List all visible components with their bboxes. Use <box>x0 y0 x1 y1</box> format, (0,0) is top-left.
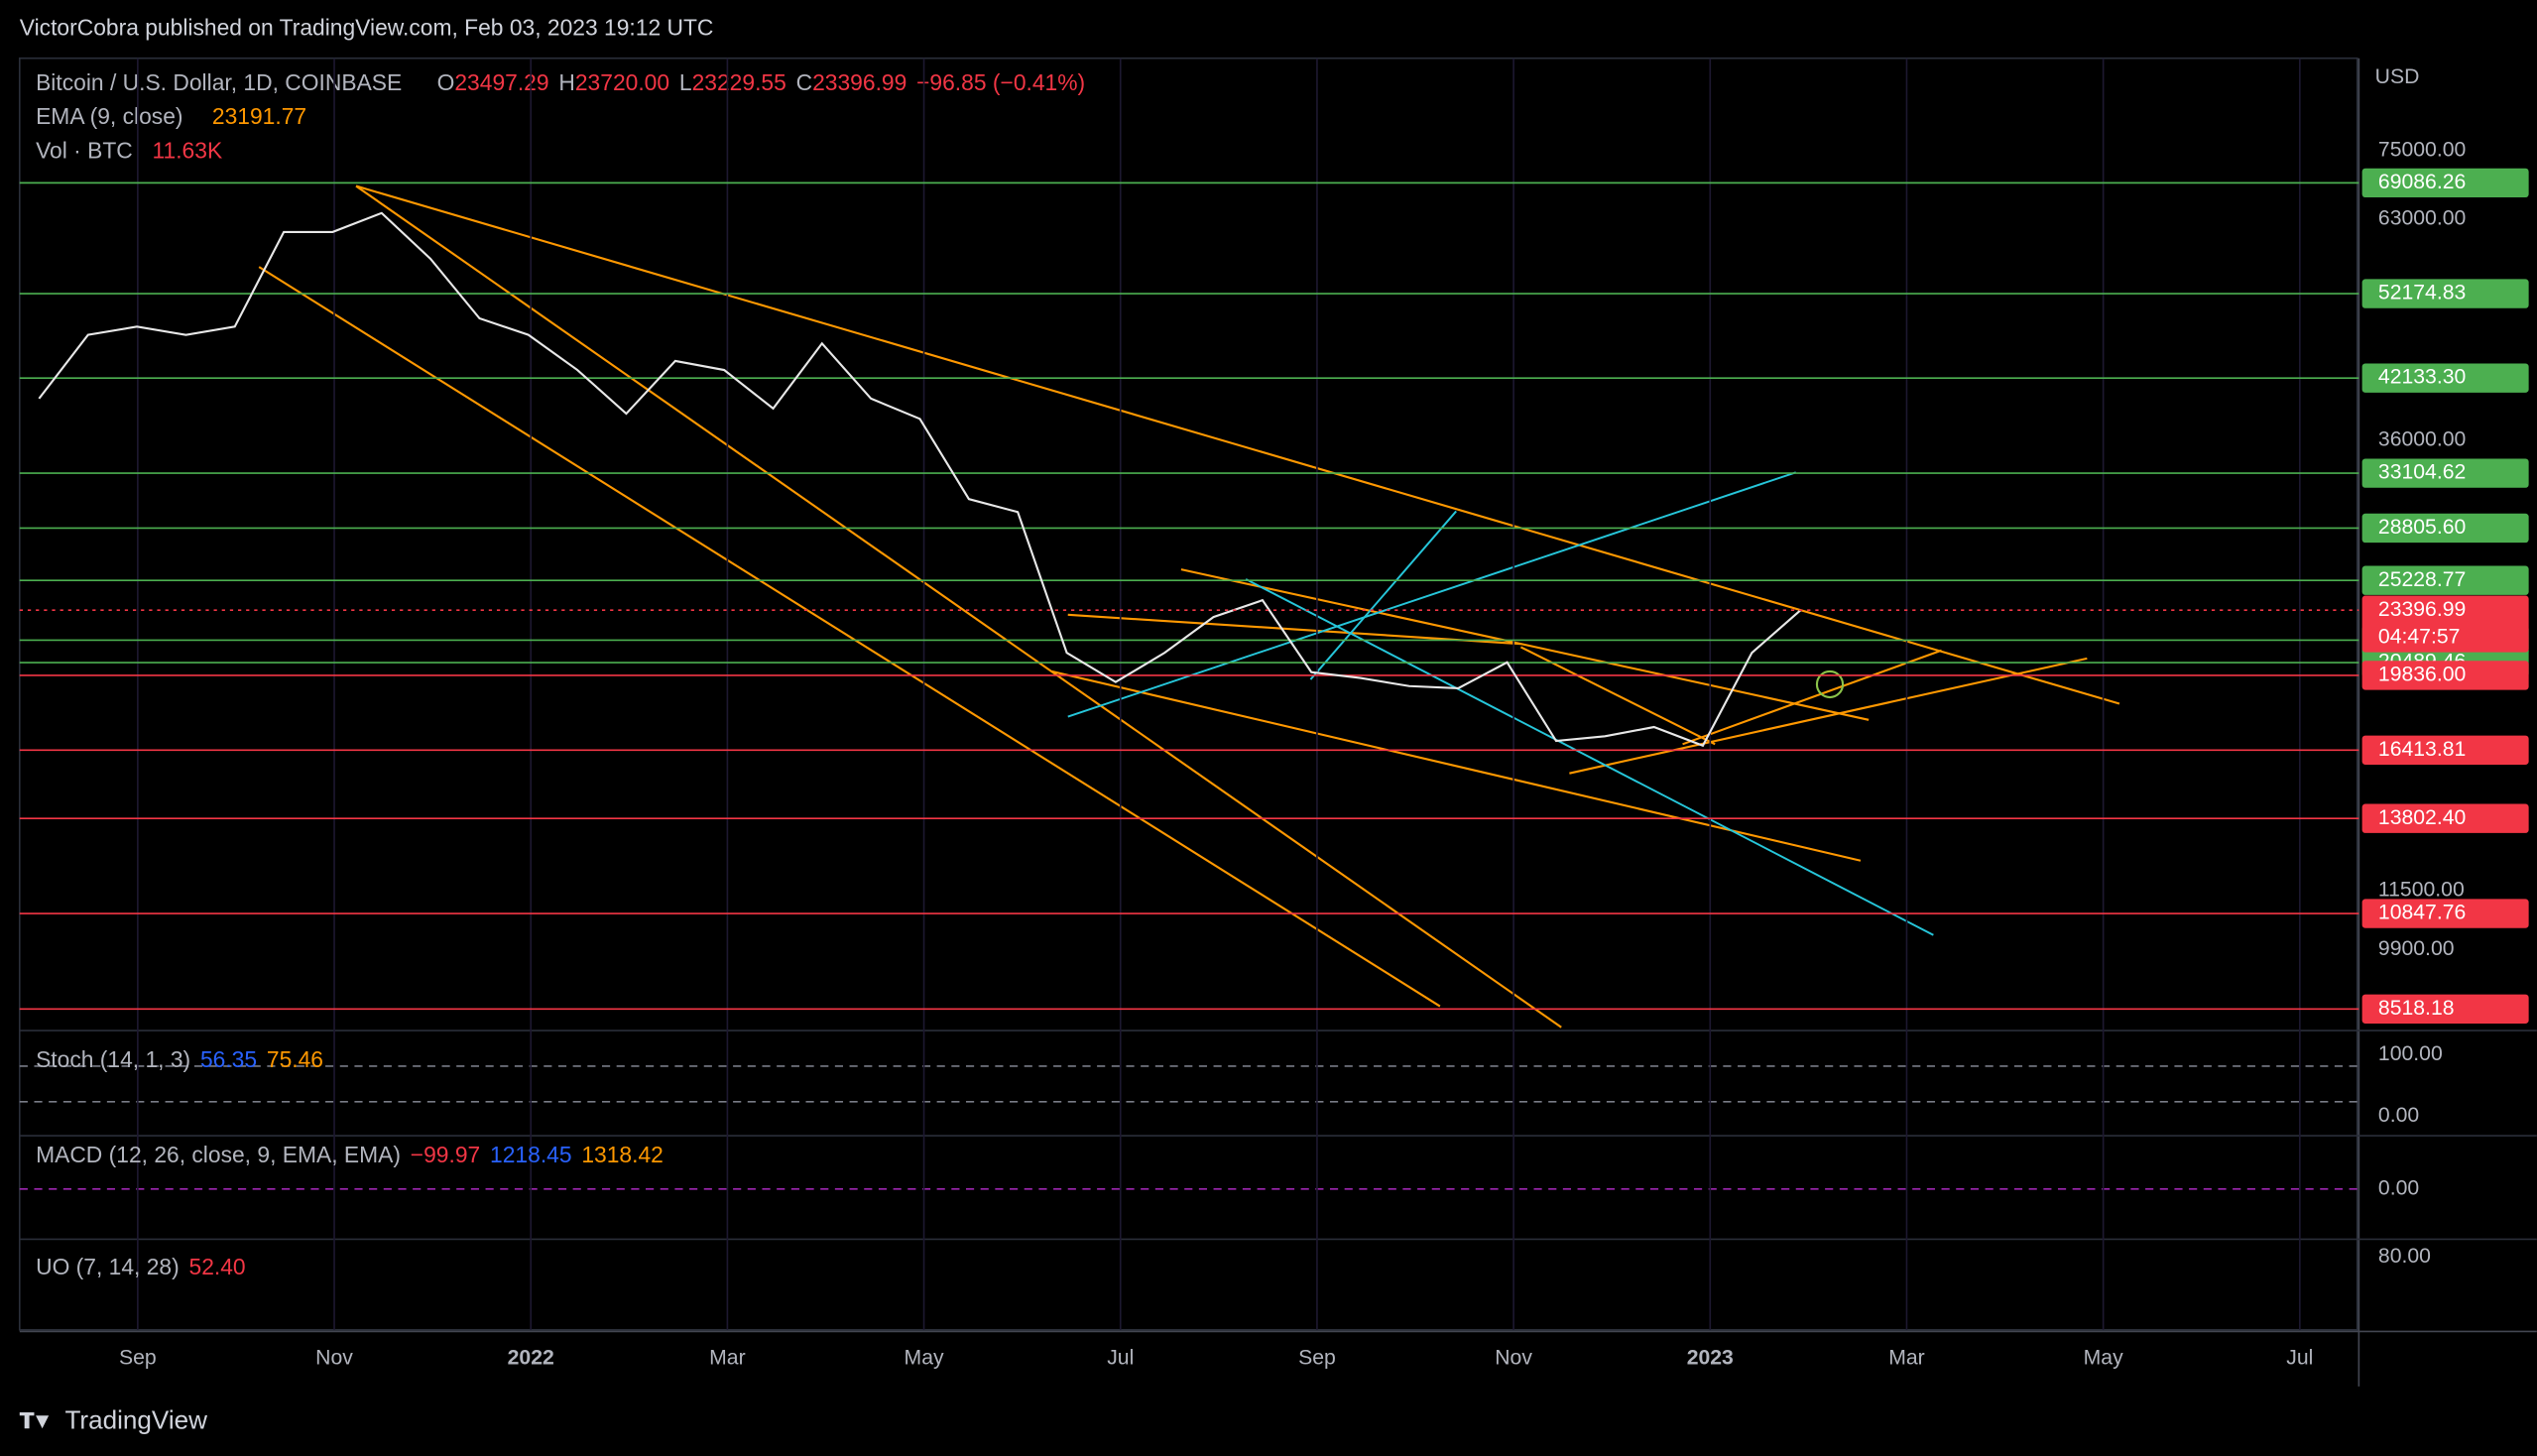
level-label-bg <box>2361 513 2529 544</box>
level-label-bg <box>2361 899 2529 928</box>
ohlc-value: 23229.55 <box>692 69 786 95</box>
ohlc-value: 23396.99 <box>812 69 906 95</box>
level-label: 28805.60 <box>2378 516 2466 539</box>
ohlc-value: 23497.29 <box>454 69 548 95</box>
x-tick-label: Mar <box>1888 1347 1925 1370</box>
current-label-bg <box>2361 595 2529 653</box>
level-label: 69086.26 <box>2378 171 2466 193</box>
level-label: 10847.76 <box>2378 902 2466 924</box>
x-tick-label: Sep <box>1298 1347 1336 1370</box>
x-tick-label: Sep <box>119 1347 157 1370</box>
level-label: 42133.30 <box>2378 366 2466 389</box>
indicator-axis-label: 80.00 <box>2378 1245 2431 1268</box>
annotation-circle <box>1815 669 1845 699</box>
level-label: 13802.40 <box>2378 806 2466 829</box>
indicator-legend: Stoch (14, 1, 3) 56.35 75.46 <box>36 1046 323 1072</box>
stoch-bands <box>19 1065 2359 1103</box>
ohlc: O23497.29 H23720.00 L23229.55 C23396.99 −96.… <box>437 69 1086 95</box>
level-label: 25228.77 <box>2378 568 2466 591</box>
trend-lines <box>258 184 2120 1029</box>
level-label-bg <box>2361 803 2529 833</box>
indicator-axis-label: 100.00 <box>2378 1042 2443 1065</box>
ema-value: 23191.77 <box>212 103 306 129</box>
ohlc-key: C <box>796 69 813 95</box>
y-tick-label: 63000.00 <box>2378 207 2466 230</box>
level-label: 52174.83 <box>2378 282 2466 304</box>
x-tick-label: Mar <box>709 1347 746 1370</box>
x-tick-label: Nov <box>315 1347 353 1370</box>
ohlc-value: 23720.00 <box>575 69 669 95</box>
y-tick-label: 36000.00 <box>2378 427 2466 450</box>
header: VictorCobra published on TradingView.com… <box>20 14 714 40</box>
ohlc-key: L <box>679 69 692 95</box>
x-tick-label: 2023 <box>1687 1347 1734 1370</box>
indicator-name: Stoch (14, 1, 3) <box>36 1046 190 1072</box>
vol-value: 11.63K <box>153 137 223 163</box>
symbol: Bitcoin / U.S. Dollar, 1D, COINBASE <box>36 69 402 95</box>
indicator-legend: UO (7, 14, 28) 52.40 <box>36 1254 246 1279</box>
ema-name: EMA (9, close) <box>36 103 182 129</box>
indicator-value: 75.46 <box>267 1046 323 1072</box>
countdown: 04:47:57 <box>2378 626 2460 649</box>
price-line <box>38 211 1802 748</box>
x-tick-label: May <box>905 1347 944 1370</box>
y-tick-label: 75000.00 <box>2378 138 2466 161</box>
ohlc-key: O <box>437 69 455 95</box>
y-tick-label: 9900.00 <box>2378 937 2455 960</box>
level-label-bg <box>2361 661 2529 690</box>
level-label: 33104.62 <box>2378 461 2466 484</box>
current-label: 23396.99 <box>2378 598 2466 621</box>
level-label: 19836.00 <box>2378 664 2466 686</box>
level-label-bg <box>2361 458 2529 488</box>
level-label-bg <box>2361 363 2529 393</box>
indicator-legend: MACD (12, 26, close, 9, EMA, EMA) −99.97 1… <box>36 1142 664 1167</box>
ohlc-key: H <box>558 69 575 95</box>
level-label-bg <box>2361 565 2529 595</box>
x-tick-label: Nov <box>1495 1347 1532 1370</box>
level-label-bg <box>2361 994 2529 1024</box>
change: −96.85 (−0.41%) <box>916 69 1085 95</box>
x-tick-label: Jul <box>1107 1347 1134 1370</box>
brand: TradingView <box>64 1405 207 1435</box>
y-tick-label: 11500.00 <box>2378 878 2465 901</box>
level-label-bg <box>2361 279 2529 308</box>
level-label-bg <box>2361 735 2529 765</box>
indicator-axis-label: 0.00 <box>2378 1104 2419 1127</box>
vol-name: Vol · BTC <box>36 137 133 163</box>
x-tick-label: Jul <box>2286 1347 2313 1370</box>
indicator-value: 1218.45 <box>490 1142 572 1167</box>
indicator-axis-label: 0.00 <box>2378 1176 2419 1199</box>
level-label: 16413.81 <box>2378 738 2466 761</box>
x-tick-label: May <box>2084 1347 2123 1370</box>
level-label: 8518.18 <box>2378 997 2455 1020</box>
indicator-value: 1318.42 <box>581 1142 664 1167</box>
logo <box>19 1411 50 1429</box>
indicator-value: 56.35 <box>200 1046 257 1072</box>
chart-area <box>18 57 2358 1331</box>
indicator-name: UO (7, 14, 28) <box>36 1254 180 1279</box>
level-label-bg <box>2361 168 2529 198</box>
indicator-value: 52.40 <box>189 1254 246 1279</box>
unit: USD <box>2375 65 2420 88</box>
indicator-value: −99.97 <box>411 1142 480 1167</box>
indicator-name: MACD (12, 26, close, 9, EMA, EMA) <box>36 1142 401 1167</box>
x-tick-label: 2022 <box>508 1347 554 1370</box>
